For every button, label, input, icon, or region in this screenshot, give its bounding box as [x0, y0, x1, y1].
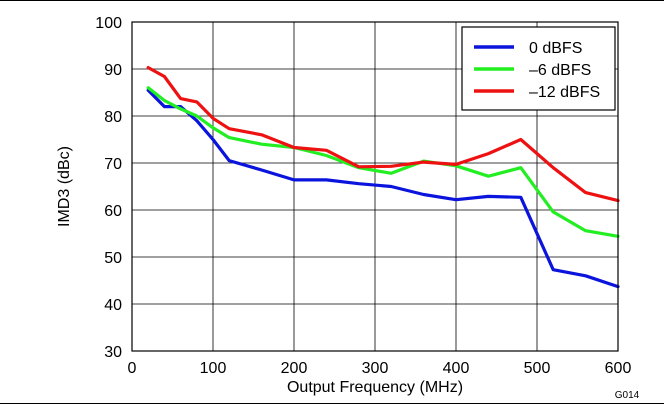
y-axis-title: IMD3 (dBc) — [56, 146, 73, 227]
series-layer — [146, 66, 620, 289]
series-line-0 — [146, 88, 620, 289]
x-tick-label: 500 — [524, 360, 551, 377]
y-tick-label: 60 — [104, 203, 122, 220]
series-line-2 — [146, 66, 620, 203]
y-tick-label: 100 — [95, 15, 122, 32]
x-tick-label: 400 — [443, 360, 470, 377]
series-line-1 — [146, 86, 620, 238]
top-rule — [0, 0, 664, 1]
y-tick-labels: 30 40 50 60 70 80 90 100 — [95, 15, 122, 361]
x-tick-label: 600 — [605, 360, 632, 377]
figure-id: G014 — [615, 390, 640, 401]
plot-frame — [131, 21, 619, 352]
x-tick-label: 200 — [281, 360, 308, 377]
y-tick-label: 50 — [104, 250, 122, 267]
grid-lines — [131, 21, 619, 352]
x-tick-label: 300 — [362, 360, 389, 377]
y-tick-label: 30 — [104, 344, 122, 361]
legend: 0 dBFS –6 dBFS –12 dBFS — [461, 26, 616, 111]
x-tick-labels: 0 100 200 300 400 500 600 — [128, 360, 632, 377]
y-tick-label: 40 — [104, 297, 122, 314]
x-axis-title: Output Frequency (MHz) — [287, 379, 463, 396]
legend-label: 0 dBFS — [529, 40, 582, 57]
y-tick-label: 90 — [104, 62, 122, 79]
bottom-rule — [0, 403, 664, 404]
x-tick-label: 0 — [128, 360, 137, 377]
x-tick-label: 100 — [200, 360, 227, 377]
y-tick-label: 70 — [104, 156, 122, 173]
legend-label: –12 dBFS — [529, 84, 600, 101]
legend-label: –6 dBFS — [529, 62, 591, 79]
y-tick-label: 80 — [104, 109, 122, 126]
